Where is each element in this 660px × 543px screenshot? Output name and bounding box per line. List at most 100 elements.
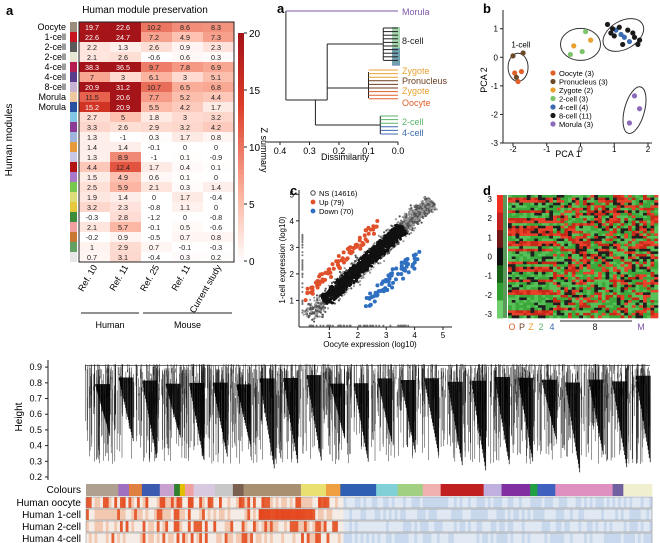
colorbar-step — [238, 105, 244, 112]
d-heatmap-cell — [515, 253, 520, 257]
d-heatmap-cell — [605, 282, 610, 285]
d-heatmap-cell — [511, 212, 516, 216]
d-heatmap-cell — [624, 297, 629, 301]
d-heatmap-cell — [594, 307, 599, 311]
d-heatmap-cell — [616, 302, 621, 306]
d-heatmap-cell — [541, 218, 546, 221]
scatter-point-ns — [358, 260, 362, 264]
d-heatmap-cell — [609, 305, 614, 309]
d-heatmap-cell — [643, 259, 648, 262]
scatter-point-ns — [370, 268, 373, 271]
d-heatmap-cell — [556, 238, 561, 242]
d-heatmap-cell — [538, 315, 543, 319]
d-heatmap-cell — [523, 243, 528, 247]
d-heatmap-cell — [523, 289, 528, 293]
column-group-label: Human — [95, 320, 124, 330]
d-heatmap-cell — [508, 292, 513, 296]
scatter-point-ns — [310, 310, 313, 313]
d-heatmap-cell — [508, 312, 513, 316]
d-heatmap-cell — [643, 271, 648, 275]
d-heatmap-cell — [609, 297, 614, 301]
d-heatmap-cell — [579, 223, 584, 227]
d-heatmap-cell — [545, 225, 550, 229]
scatter-point-ns — [392, 227, 396, 230]
heatmap-cell — [110, 122, 141, 132]
d-heatmap-cell — [511, 287, 516, 291]
d-heatmap-cell — [646, 274, 651, 278]
scatter-point-ns — [400, 225, 403, 228]
d-heatmap-cell — [586, 243, 591, 247]
d-heatmap-cell — [515, 266, 520, 270]
d-heatmap-cell — [643, 256, 648, 260]
d-heatmap-cell — [601, 200, 606, 203]
heatmap-cell-value: 6.9 — [211, 63, 221, 72]
d-heatmap-cell — [549, 279, 554, 283]
d-heatmap-cell — [613, 205, 618, 209]
d-heatmap-cell — [654, 197, 659, 201]
colorbar-step — [238, 215, 244, 221]
scatter-point-ns — [400, 223, 403, 226]
heatmap-cell-value: 5.7 — [118, 223, 128, 232]
scatter-point-ns — [361, 274, 364, 277]
heatmap-column-header: Ref. 25 — [138, 263, 161, 293]
d-heatmap-cell — [650, 207, 655, 211]
d-heatmap-cell — [571, 223, 576, 227]
d-heatmap-cell — [605, 266, 610, 270]
scatter-point-ns — [412, 224, 416, 227]
d-heatmap-cell — [541, 297, 546, 301]
d-heatmap-cell — [654, 238, 659, 242]
d-heatmap-cell — [575, 315, 580, 319]
d-heatmap-cell — [534, 297, 539, 301]
d-heatmap-cell — [628, 243, 633, 247]
d-heatmap-cell — [560, 302, 565, 306]
d-heatmap-cell — [553, 256, 558, 260]
d-heatmap-cell — [553, 241, 558, 244]
d-heatmap-cell — [541, 248, 546, 252]
module-color-swatch — [70, 72, 77, 82]
scatter-point-ns — [431, 201, 434, 204]
d-heatmap-cell — [594, 195, 599, 198]
d-heatmap-cell — [598, 269, 603, 273]
d-heatmap-cell — [605, 220, 610, 224]
module-color-swatch — [70, 102, 77, 112]
scatter-point-ns — [350, 287, 353, 290]
d-heatmap-cell — [613, 212, 618, 216]
d-heatmap-cell — [620, 215, 625, 219]
d-heatmap-cell — [583, 225, 588, 229]
d-heatmap-cell — [598, 279, 603, 283]
heatmap-cell — [110, 212, 141, 222]
d-heatmap-cell — [609, 310, 614, 314]
d-heatmap-cell — [650, 246, 655, 250]
d-heatmap-cell — [654, 256, 659, 260]
d-heatmap-cell — [650, 277, 655, 280]
d-heatmap-cell — [609, 218, 614, 221]
d-heatmap-cell — [650, 287, 655, 291]
scatter-point-up — [305, 290, 310, 295]
heatmap-cell-value: 0 — [214, 143, 218, 152]
d-heatmap-cell — [515, 274, 520, 278]
d-heatmap-cell — [594, 269, 599, 273]
module-color-swatch — [70, 122, 77, 132]
column-group-label: Mouse — [174, 320, 201, 330]
colorbar-step — [238, 151, 244, 157]
d-heatmap-cell — [545, 205, 550, 209]
d-heatmap-cell — [523, 259, 528, 262]
d-heatmap-cell — [601, 300, 606, 303]
d-heatmap-cell — [598, 287, 603, 291]
d-heatmap-cell — [594, 271, 599, 275]
heatmap-cell — [203, 62, 234, 72]
d-heatmap-cell — [515, 223, 520, 227]
d-heatmap-cell — [534, 195, 539, 198]
d-heatmap-cell — [579, 264, 584, 268]
d-heatmap-cell — [628, 305, 633, 309]
d-heatmap-cell — [586, 205, 591, 209]
d-heatmap-cell — [508, 236, 513, 239]
scatter-y-tick-label: 5 — [290, 190, 295, 199]
d-heatmap-cell — [515, 251, 520, 255]
d-heatmap-cell — [646, 218, 651, 221]
scatter-point-ns — [423, 202, 426, 205]
scatter-point-ns — [324, 300, 327, 304]
scatter-point-ns — [408, 212, 412, 215]
d-column-group-label: O — [508, 322, 515, 332]
